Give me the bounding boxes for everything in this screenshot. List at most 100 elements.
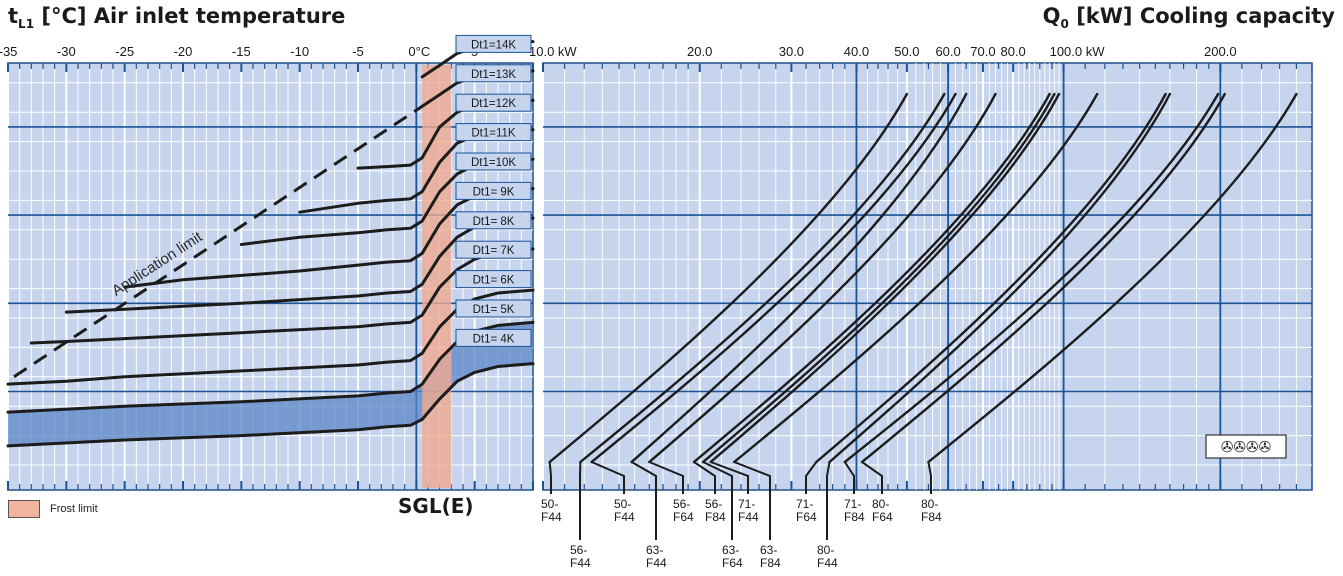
left-chart-title: tL1 [°C] Air inlet temperature — [8, 4, 346, 32]
series-label-bottom: F84 — [844, 510, 865, 524]
series-label-top: 63- — [760, 543, 777, 557]
series-label-bottom: F64 — [796, 510, 817, 524]
leader-line — [693, 461, 716, 494]
series-label-top: 71- — [796, 497, 813, 511]
x-tick-label: 100.0 kW — [1050, 44, 1106, 59]
dt-label-box — [455, 240, 532, 259]
dt-label: Dt1=13K — [471, 69, 516, 81]
capacity-curve — [701, 92, 1056, 464]
capacity-curve — [927, 92, 1298, 464]
dt-curve — [6, 362, 535, 448]
series-label-bottom: F44 — [614, 510, 635, 524]
series-label-top: 63- — [646, 543, 663, 557]
dt-label-box — [455, 270, 532, 289]
x-tick-label: 10.0 kW — [529, 44, 577, 59]
application-limit-line — [13, 105, 423, 379]
x-tick-label: -20 — [174, 44, 193, 59]
series-label-top: 56- — [570, 543, 587, 557]
series-label-top: 71- — [844, 497, 861, 511]
leader-line — [843, 461, 855, 494]
capacity-curve — [733, 92, 1099, 464]
dt-label-box — [455, 123, 532, 142]
series-label-top: 50- — [614, 497, 631, 511]
leader-line — [805, 461, 818, 494]
leader-line — [548, 461, 552, 494]
x-tick-label: 0°C — [408, 44, 430, 59]
leader-line — [591, 461, 625, 494]
frost-limit-swatch — [8, 500, 40, 518]
leader-line — [631, 461, 657, 540]
series-label-bottom: F84 — [705, 510, 726, 524]
dt-label: Dt1=12K — [471, 98, 516, 110]
dt-curve — [6, 288, 535, 386]
x-tick-label: -25 — [115, 44, 134, 59]
dt-label: Dt1=10K — [471, 157, 516, 169]
capacity-curve — [815, 92, 1167, 464]
dt-label: Dt1= 9K — [473, 186, 515, 198]
fan-symbol-box — [1205, 434, 1287, 459]
dt-label: Dt1=14K — [471, 39, 516, 51]
x-tick-label: 40.0 — [844, 44, 869, 59]
capacity-curve — [579, 92, 946, 464]
series-label-bottom: F44 — [570, 556, 591, 570]
series-label-top: 80- — [817, 543, 834, 557]
x-tick-label: -35 — [0, 44, 17, 59]
dt-label-box — [455, 299, 532, 318]
leader-line — [702, 461, 733, 540]
capacity-curve — [692, 92, 1051, 464]
dt-label: Dt1= 5K — [473, 304, 515, 316]
leader-line — [710, 461, 749, 494]
dt-label-box — [455, 34, 532, 53]
dt-label-box — [455, 93, 532, 112]
dt-label-box — [455, 152, 532, 171]
capacity-curve — [709, 92, 1061, 464]
x-tick-label: 20.0 — [687, 44, 712, 59]
series-label-bottom: F44 — [646, 556, 667, 570]
x-tick-label: -10 — [290, 44, 309, 59]
series-label-bottom: F44 — [817, 556, 838, 570]
right-chart-title: Q0 [kW] Cooling capacity — [1042, 4, 1335, 32]
series-label-top: 50- — [541, 497, 558, 511]
series-label-bottom: F64 — [673, 510, 694, 524]
dt-label: Dt1= 8K — [473, 216, 515, 228]
dt-curve — [29, 247, 535, 345]
series-label-top: 71- — [738, 497, 755, 511]
dt-label: Dt1= 4K — [473, 333, 515, 345]
capacity-curve — [590, 92, 957, 464]
dt-label: Dt1=11K — [471, 128, 516, 140]
x-tick-label: 50.0 — [894, 44, 919, 59]
capacity-curve — [648, 92, 997, 464]
right-chart-panel — [542, 62, 1313, 491]
x-tick-label: 60.0 — [935, 44, 960, 59]
frost-limit-label: Frost limit — [50, 503, 98, 515]
model-label: SGL(E) — [398, 494, 474, 518]
series-label-top: 80- — [921, 497, 938, 511]
capacity-curve — [860, 92, 1226, 464]
series-label-top: 56- — [705, 497, 722, 511]
x-tick-label: 30.0 — [779, 44, 804, 59]
dt-label-box — [455, 64, 532, 83]
series-label-top: 56- — [673, 497, 690, 511]
frost-limit-legend: Frost limit — [8, 500, 98, 518]
x-tick-label: 70.0 — [970, 44, 995, 59]
series-label-top: 63- — [722, 543, 739, 557]
series-label-top: 80- — [872, 497, 889, 511]
series-label-bottom: F64 — [872, 510, 893, 524]
dt-label-box — [455, 211, 532, 230]
leader-line — [826, 461, 831, 540]
dt-label-box — [455, 328, 532, 347]
leader-line — [648, 461, 684, 494]
x-tick-label: -30 — [57, 44, 76, 59]
x-tick-label: 80.0 — [1000, 44, 1025, 59]
series-label-bottom: F44 — [738, 510, 759, 524]
dt-label-box — [455, 181, 532, 200]
capacity-curve — [630, 92, 968, 464]
capacity-curve — [548, 92, 909, 464]
dt-label: Dt1= 6K — [473, 275, 515, 287]
leader-line — [733, 461, 771, 540]
series-label-bottom: F84 — [760, 556, 781, 570]
x-tick-label: -15 — [232, 44, 251, 59]
capacity-curve — [828, 92, 1172, 464]
series-label-bottom: F84 — [921, 510, 942, 524]
